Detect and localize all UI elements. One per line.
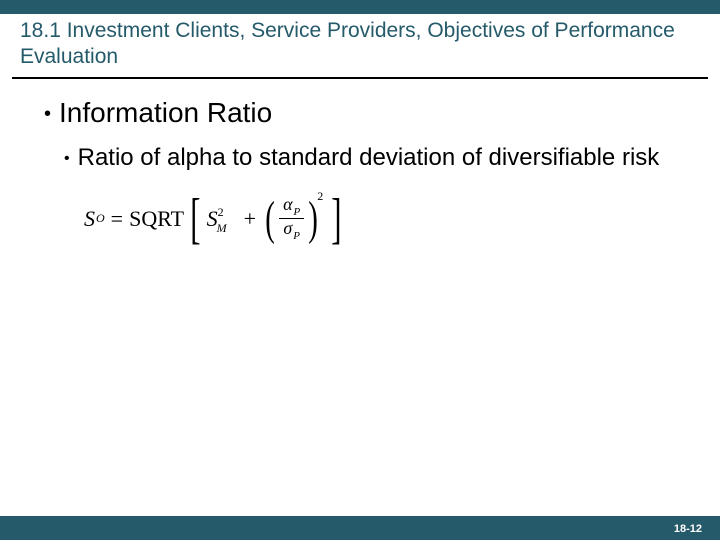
s-superscript: 2	[218, 205, 224, 219]
bracket-contents: S2M + ( αP σP ) 2	[205, 195, 328, 243]
outer-exponent: 2	[317, 189, 323, 204]
formula-area: SO = SQRT [ S2M + ( αP σP ) 2 ]	[84, 191, 680, 247]
page-number: 18-12	[674, 523, 702, 535]
lhs-subscript: O	[96, 211, 105, 226]
bullet-marker: •	[64, 151, 70, 167]
bullet-text: Information Ratio	[59, 97, 272, 129]
fraction: αP σP	[279, 195, 304, 241]
alpha-symbol: α	[283, 194, 292, 214]
right-bracket: ]	[331, 191, 341, 247]
sigma-subscript: P	[293, 230, 300, 242]
bullet-text: Ratio of alpha to standard deviation of …	[78, 143, 660, 173]
bullet-level-1: • Information Ratio	[44, 97, 680, 129]
lhs-symbol: S	[84, 206, 95, 232]
bullet-marker: •	[44, 104, 51, 124]
title-area: 18.1 Investment Clients, Service Provide…	[0, 14, 720, 77]
bottom-bar: 18-12	[0, 516, 720, 540]
sqrt-label: SQRT	[129, 206, 184, 232]
slide-title: 18.1 Investment Clients, Service Provide…	[20, 18, 700, 71]
term-s2m: S2M	[207, 206, 234, 232]
numerator: αP	[279, 195, 304, 218]
content-area: • Information Ratio • Ratio of alpha to …	[0, 79, 720, 247]
formula: SO = SQRT [ S2M + ( αP σP ) 2 ]	[84, 191, 680, 247]
top-bar	[0, 0, 720, 14]
left-bracket: [	[190, 191, 200, 247]
denominator: σP	[279, 219, 304, 242]
plus-sign: +	[244, 206, 256, 232]
equals-sign: =	[111, 206, 123, 232]
s-subscript: M	[217, 221, 227, 235]
bullet-level-2: • Ratio of alpha to standard deviation o…	[64, 143, 680, 173]
sigma-symbol: σ	[283, 218, 292, 238]
alpha-subscript: P	[294, 206, 301, 218]
left-paren: (	[265, 195, 275, 243]
